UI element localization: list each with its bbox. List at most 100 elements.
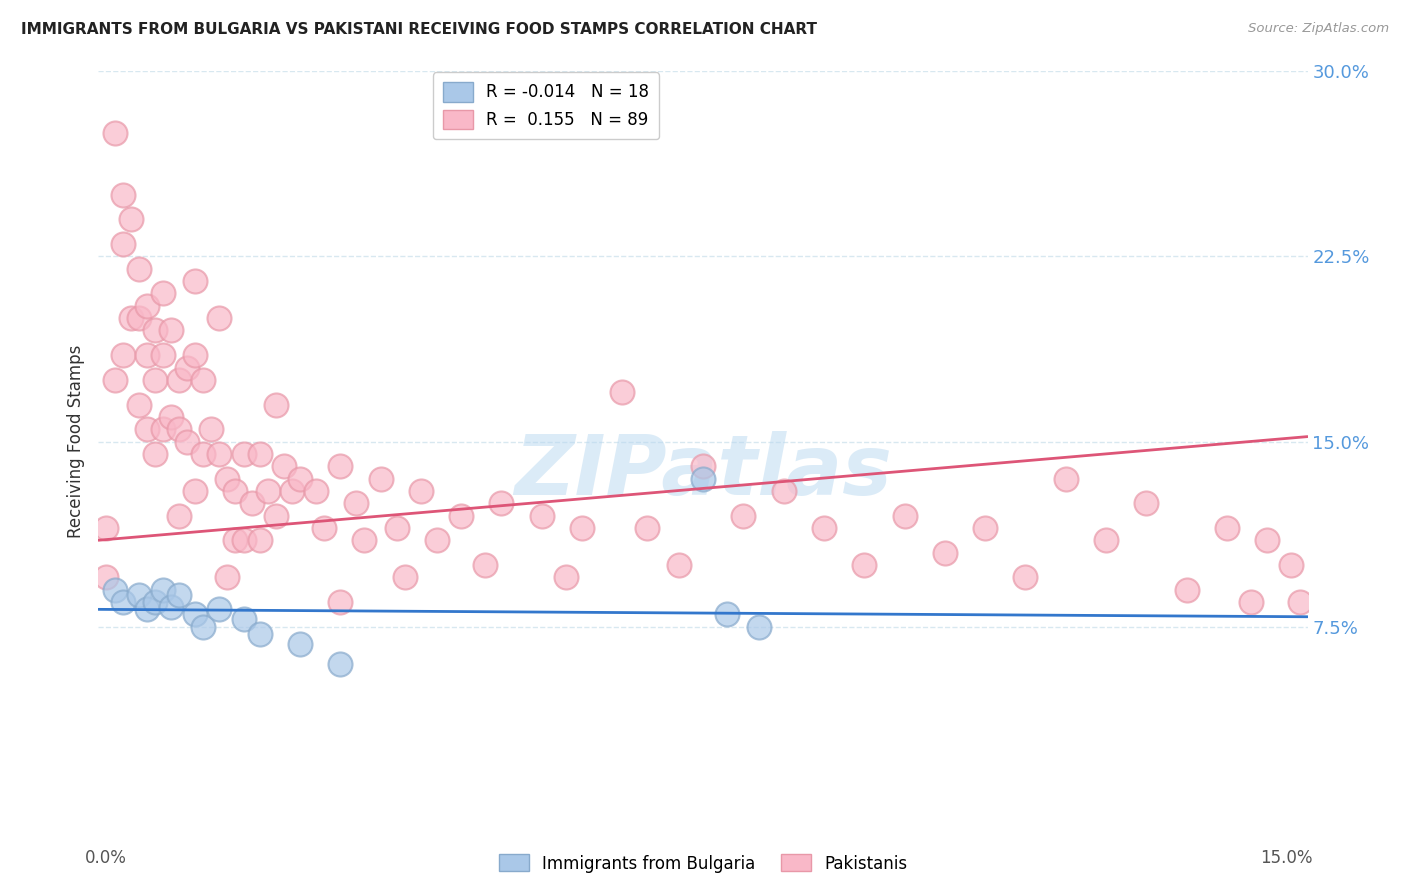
Point <box>111 187 134 202</box>
Point <box>450 508 472 523</box>
Point <box>1175 582 1198 597</box>
Point <box>249 627 271 641</box>
Point <box>184 348 207 362</box>
Point <box>232 447 254 461</box>
Point <box>160 409 183 424</box>
Point <box>160 324 183 338</box>
Text: 0.0%: 0.0% <box>84 849 127 867</box>
Point <box>530 508 553 523</box>
Point <box>249 447 271 461</box>
Point <box>474 558 496 572</box>
Text: Source: ZipAtlas.com: Source: ZipAtlas.com <box>1249 22 1389 36</box>
Point <box>329 657 352 671</box>
Point <box>1095 533 1118 548</box>
Point <box>193 373 215 387</box>
Point <box>329 459 352 474</box>
Point <box>128 311 150 326</box>
Point <box>1288 595 1310 609</box>
Point <box>426 533 449 548</box>
Point <box>692 471 714 485</box>
Point <box>111 348 134 362</box>
Point <box>96 570 118 584</box>
Point <box>612 385 634 400</box>
Point <box>934 546 956 560</box>
Point <box>240 496 263 510</box>
Point <box>143 324 166 338</box>
Point <box>135 299 157 313</box>
Text: 15.0%: 15.0% <box>1260 849 1313 867</box>
Point <box>571 521 593 535</box>
Point <box>103 126 125 140</box>
Point <box>167 422 190 436</box>
Point <box>120 212 142 227</box>
Text: ZIPatlas: ZIPatlas <box>515 431 891 512</box>
Point <box>111 595 134 609</box>
Point <box>128 261 150 276</box>
Point <box>1135 496 1157 510</box>
Point <box>143 595 166 609</box>
Point <box>143 447 166 461</box>
Point <box>288 471 311 485</box>
Point <box>264 508 287 523</box>
Point <box>208 311 231 326</box>
Point <box>1240 595 1263 609</box>
Point <box>1281 558 1303 572</box>
Point <box>128 588 150 602</box>
Point <box>232 612 254 626</box>
Point <box>893 508 915 523</box>
Point <box>748 619 770 633</box>
Point <box>1256 533 1278 548</box>
Point <box>1216 521 1239 535</box>
Point <box>193 619 215 633</box>
Point <box>152 286 174 301</box>
Point <box>409 483 432 498</box>
Point <box>103 582 125 597</box>
Point <box>193 447 215 461</box>
Point <box>184 607 207 622</box>
Point <box>716 607 738 622</box>
Point <box>152 422 174 436</box>
Point <box>143 373 166 387</box>
Point <box>135 422 157 436</box>
Point <box>160 599 183 614</box>
Point <box>167 508 190 523</box>
Point <box>813 521 835 535</box>
Point <box>176 360 198 375</box>
Y-axis label: Receiving Food Stamps: Receiving Food Stamps <box>66 345 84 538</box>
Point <box>152 348 174 362</box>
Point <box>394 570 416 584</box>
Point <box>208 602 231 616</box>
Point <box>273 459 295 474</box>
Point <box>288 637 311 651</box>
Point <box>184 274 207 288</box>
Point <box>96 521 118 535</box>
Point <box>692 459 714 474</box>
Point <box>184 483 207 498</box>
Point <box>217 570 239 584</box>
Point <box>264 398 287 412</box>
Point <box>152 582 174 597</box>
Point <box>668 558 690 572</box>
Point <box>733 508 755 523</box>
Point <box>103 373 125 387</box>
Point <box>249 533 271 548</box>
Point <box>256 483 278 498</box>
Point <box>224 533 246 548</box>
Point <box>314 521 336 535</box>
Point <box>1014 570 1036 584</box>
Point <box>329 595 352 609</box>
Legend: R = -0.014   N = 18, R =  0.155   N = 89: R = -0.014 N = 18, R = 0.155 N = 89 <box>433 72 659 139</box>
Text: IMMIGRANTS FROM BULGARIA VS PAKISTANI RECEIVING FOOD STAMPS CORRELATION CHART: IMMIGRANTS FROM BULGARIA VS PAKISTANI RE… <box>21 22 817 37</box>
Point <box>974 521 997 535</box>
Point <box>217 471 239 485</box>
Point <box>232 533 254 548</box>
Point <box>200 422 222 436</box>
Point <box>1054 471 1077 485</box>
Point <box>128 398 150 412</box>
Point <box>208 447 231 461</box>
Point <box>353 533 375 548</box>
Point <box>167 588 190 602</box>
Point <box>370 471 392 485</box>
Point <box>281 483 304 498</box>
Point <box>167 373 190 387</box>
